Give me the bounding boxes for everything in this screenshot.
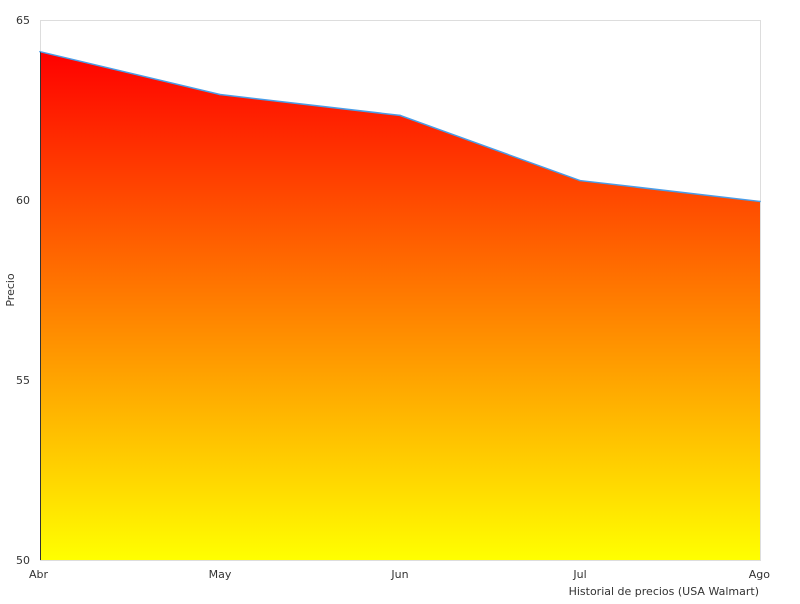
x-tick-label: May: [209, 568, 232, 581]
data-point-jun[interactable]: [399, 114, 401, 117]
data-point-may[interactable]: [219, 93, 221, 96]
x-axis-label: Historial de precios (USA Walmart): [569, 585, 759, 598]
y-tick-label: 55: [16, 374, 30, 387]
x-tick-label: Ago: [749, 568, 771, 581]
x-tick-label: Jun: [390, 568, 408, 581]
y-axis-label: Precio: [4, 273, 17, 307]
x-tick-label: Abr: [29, 568, 49, 581]
data-point-jul[interactable]: [579, 179, 581, 182]
x-tick-label: Jul: [572, 568, 586, 581]
y-tick-label: 50: [16, 554, 30, 567]
y-tick-label: 60: [16, 194, 30, 207]
y-tick-label: 65: [16, 14, 30, 27]
data-point-ago[interactable]: [759, 200, 761, 203]
data-point-abr[interactable]: [39, 50, 41, 53]
price-area: [40, 51, 760, 561]
